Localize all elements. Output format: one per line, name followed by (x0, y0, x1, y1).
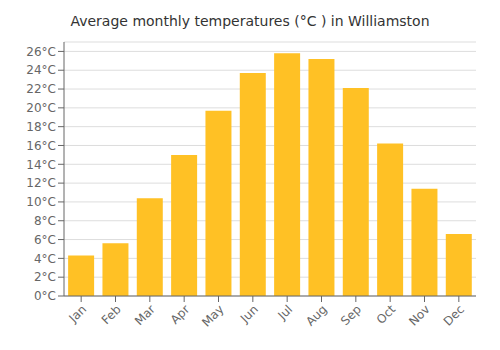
html-text:Average monthly temperatures (: Average monthly temperatures (°C ) in Wi… (70, 13, 430, 29)
svg-text:Jul: Jul (274, 302, 295, 323)
svg-text:26°C: 26°C (26, 45, 56, 59)
svg-text:24°C: 24°C (26, 63, 56, 77)
svg-text:Jun: Jun (237, 302, 261, 326)
svg-text:22°C: 22°C (26, 82, 56, 96)
svg-text:8°C: 8°C (34, 214, 56, 228)
svg-text:16°C: 16°C (26, 139, 56, 153)
svg-text:Mar: Mar (132, 302, 158, 328)
svg-text:Oct: Oct (374, 302, 399, 327)
svg-text:Jan: Jan (66, 302, 90, 326)
svg-text:Aug: Aug (303, 302, 329, 328)
svg-text:20°C: 20°C (26, 101, 56, 115)
svg-text:Feb: Feb (99, 302, 124, 327)
svg-text:Sep: Sep (338, 302, 364, 328)
svg-text:6°C: 6°C (34, 233, 56, 247)
svg-text:0°C: 0°C (34, 289, 56, 303)
svg-text:4°C: 4°C (34, 252, 56, 266)
svg-text:14°C: 14°C (26, 158, 56, 172)
svg-text:May: May (199, 302, 226, 329)
svg-text:12°C: 12°C (26, 176, 56, 190)
svg-text:Nov: Nov (406, 302, 432, 328)
svg-text:Apr: Apr (168, 302, 193, 327)
svg-text:18°C: 18°C (26, 120, 56, 134)
svg-text:Dec: Dec (441, 302, 467, 328)
svg-text:10°C: 10°C (26, 195, 56, 209)
svg-text:2°C: 2°C (34, 270, 56, 284)
